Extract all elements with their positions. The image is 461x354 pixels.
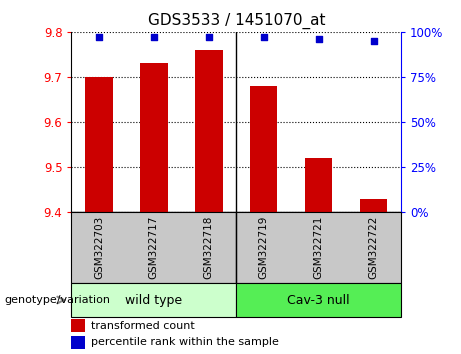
Text: GSM322722: GSM322722 <box>369 216 378 279</box>
Text: GSM322717: GSM322717 <box>149 216 159 279</box>
Bar <box>71 212 236 283</box>
Bar <box>85 77 112 212</box>
Point <box>95 34 103 40</box>
Bar <box>140 63 168 212</box>
Text: wild type: wild type <box>125 293 183 307</box>
Bar <box>305 158 332 212</box>
Bar <box>236 212 401 283</box>
Bar <box>250 86 278 212</box>
Point <box>315 36 322 42</box>
Bar <box>360 199 387 212</box>
Text: percentile rank within the sample: percentile rank within the sample <box>91 337 279 347</box>
Text: GSM322703: GSM322703 <box>94 216 104 279</box>
Bar <box>236 283 401 317</box>
Text: Cav-3 null: Cav-3 null <box>287 293 350 307</box>
Bar <box>71 283 236 317</box>
Bar <box>195 50 223 212</box>
Point <box>260 34 267 40</box>
Text: GSM322719: GSM322719 <box>259 216 269 279</box>
Point <box>205 34 213 40</box>
Text: GSM322721: GSM322721 <box>313 216 324 279</box>
Bar <box>71 319 85 332</box>
Point <box>370 38 377 44</box>
Text: GSM322718: GSM322718 <box>204 216 214 279</box>
Text: transformed count: transformed count <box>91 321 195 331</box>
Title: GDS3533 / 1451070_at: GDS3533 / 1451070_at <box>148 13 325 29</box>
Bar <box>71 336 85 349</box>
Point <box>150 34 158 40</box>
Text: genotype/variation: genotype/variation <box>5 295 111 305</box>
